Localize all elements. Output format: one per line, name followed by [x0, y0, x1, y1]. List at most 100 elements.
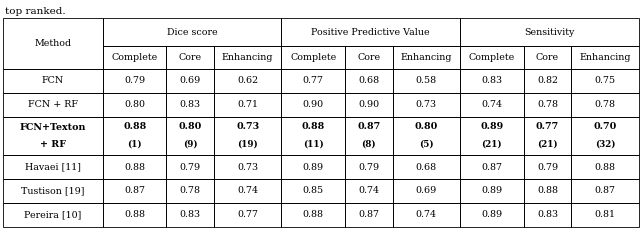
Text: Positive Predictive Value: Positive Predictive Value — [312, 27, 430, 37]
Text: 0.77: 0.77 — [536, 123, 559, 131]
Text: (5): (5) — [419, 139, 434, 148]
Text: Dice score: Dice score — [167, 27, 218, 37]
Bar — [460, 179, 524, 203]
Text: 0.78: 0.78 — [180, 186, 201, 195]
Bar — [103, 69, 166, 93]
Text: (32): (32) — [595, 139, 615, 148]
Text: 0.74: 0.74 — [416, 210, 437, 219]
Bar — [166, 155, 214, 179]
Bar — [282, 69, 345, 93]
Text: 0.78: 0.78 — [537, 100, 558, 109]
Bar — [166, 179, 214, 203]
Bar — [524, 203, 572, 227]
Bar — [572, 203, 639, 227]
Text: 0.75: 0.75 — [595, 76, 616, 85]
Text: 0.89: 0.89 — [481, 186, 502, 195]
Bar — [3, 69, 103, 93]
Text: 0.89: 0.89 — [303, 163, 324, 172]
Text: FCN + RF: FCN + RF — [28, 100, 78, 109]
Text: Core: Core — [536, 53, 559, 62]
Text: FCN+Texton: FCN+Texton — [20, 123, 86, 132]
Bar — [524, 69, 572, 93]
Text: 0.68: 0.68 — [358, 76, 380, 85]
Bar — [345, 46, 392, 69]
Bar — [572, 117, 639, 155]
Text: 0.73: 0.73 — [416, 100, 437, 109]
Text: 0.87: 0.87 — [481, 163, 502, 172]
Text: 0.79: 0.79 — [180, 163, 201, 172]
Text: 0.71: 0.71 — [237, 100, 259, 109]
Bar — [282, 117, 345, 155]
Text: + RF: + RF — [40, 140, 66, 149]
Bar — [282, 179, 345, 203]
Bar — [3, 179, 103, 203]
Text: 0.82: 0.82 — [537, 76, 558, 85]
Bar — [460, 93, 524, 117]
Text: 0.74: 0.74 — [358, 186, 380, 195]
Text: 0.80: 0.80 — [415, 123, 438, 131]
Bar — [103, 203, 166, 227]
Bar — [103, 18, 282, 46]
Text: Method: Method — [35, 39, 72, 48]
Text: 0.70: 0.70 — [593, 123, 616, 131]
Bar — [392, 93, 460, 117]
Text: 0.77: 0.77 — [303, 76, 324, 85]
Text: Pereira [10]: Pereira [10] — [24, 210, 82, 219]
Bar — [166, 69, 214, 93]
Text: 0.83: 0.83 — [537, 210, 558, 219]
Text: 0.87: 0.87 — [357, 123, 381, 131]
Bar — [460, 18, 639, 46]
Text: (9): (9) — [183, 139, 198, 148]
Text: 0.85: 0.85 — [303, 186, 324, 195]
Text: (21): (21) — [482, 139, 502, 148]
Bar — [524, 155, 572, 179]
Text: 0.80: 0.80 — [179, 123, 202, 131]
Bar — [214, 46, 282, 69]
Text: 0.83: 0.83 — [481, 76, 502, 85]
Text: 0.88: 0.88 — [301, 123, 325, 131]
Text: 0.88: 0.88 — [537, 186, 558, 195]
Text: 0.74: 0.74 — [237, 186, 259, 195]
Text: 0.83: 0.83 — [180, 100, 201, 109]
Text: FCN: FCN — [42, 76, 64, 85]
Bar — [103, 93, 166, 117]
Bar — [103, 117, 166, 155]
Bar — [282, 155, 345, 179]
Bar — [3, 18, 103, 69]
Text: 0.78: 0.78 — [595, 100, 616, 109]
Text: 0.73: 0.73 — [236, 123, 259, 131]
Bar — [572, 179, 639, 203]
Bar — [460, 117, 524, 155]
Bar — [392, 46, 460, 69]
Text: 0.62: 0.62 — [237, 76, 259, 85]
Text: Complete: Complete — [111, 53, 158, 62]
Text: Complete: Complete — [468, 53, 515, 62]
Text: Tustison [19]: Tustison [19] — [21, 186, 84, 195]
Bar — [214, 203, 282, 227]
Text: 0.90: 0.90 — [303, 100, 324, 109]
Bar — [345, 179, 392, 203]
Bar — [392, 117, 460, 155]
Text: Enhancing: Enhancing — [401, 53, 452, 62]
Bar — [282, 203, 345, 227]
Text: 0.87: 0.87 — [595, 186, 616, 195]
Bar — [524, 179, 572, 203]
Bar — [572, 155, 639, 179]
Text: top ranked.: top ranked. — [5, 7, 66, 16]
Text: 0.58: 0.58 — [416, 76, 437, 85]
Text: 0.89: 0.89 — [481, 210, 502, 219]
Text: 0.69: 0.69 — [416, 186, 437, 195]
Text: 0.68: 0.68 — [416, 163, 437, 172]
Bar — [103, 46, 166, 69]
Bar — [214, 93, 282, 117]
Bar — [524, 93, 572, 117]
Text: 0.87: 0.87 — [124, 186, 145, 195]
Bar — [214, 155, 282, 179]
Bar — [214, 179, 282, 203]
Bar — [214, 69, 282, 93]
Text: 0.79: 0.79 — [124, 76, 145, 85]
Text: (19): (19) — [237, 139, 258, 148]
Bar — [460, 69, 524, 93]
Text: Core: Core — [179, 53, 202, 62]
Bar — [460, 155, 524, 179]
